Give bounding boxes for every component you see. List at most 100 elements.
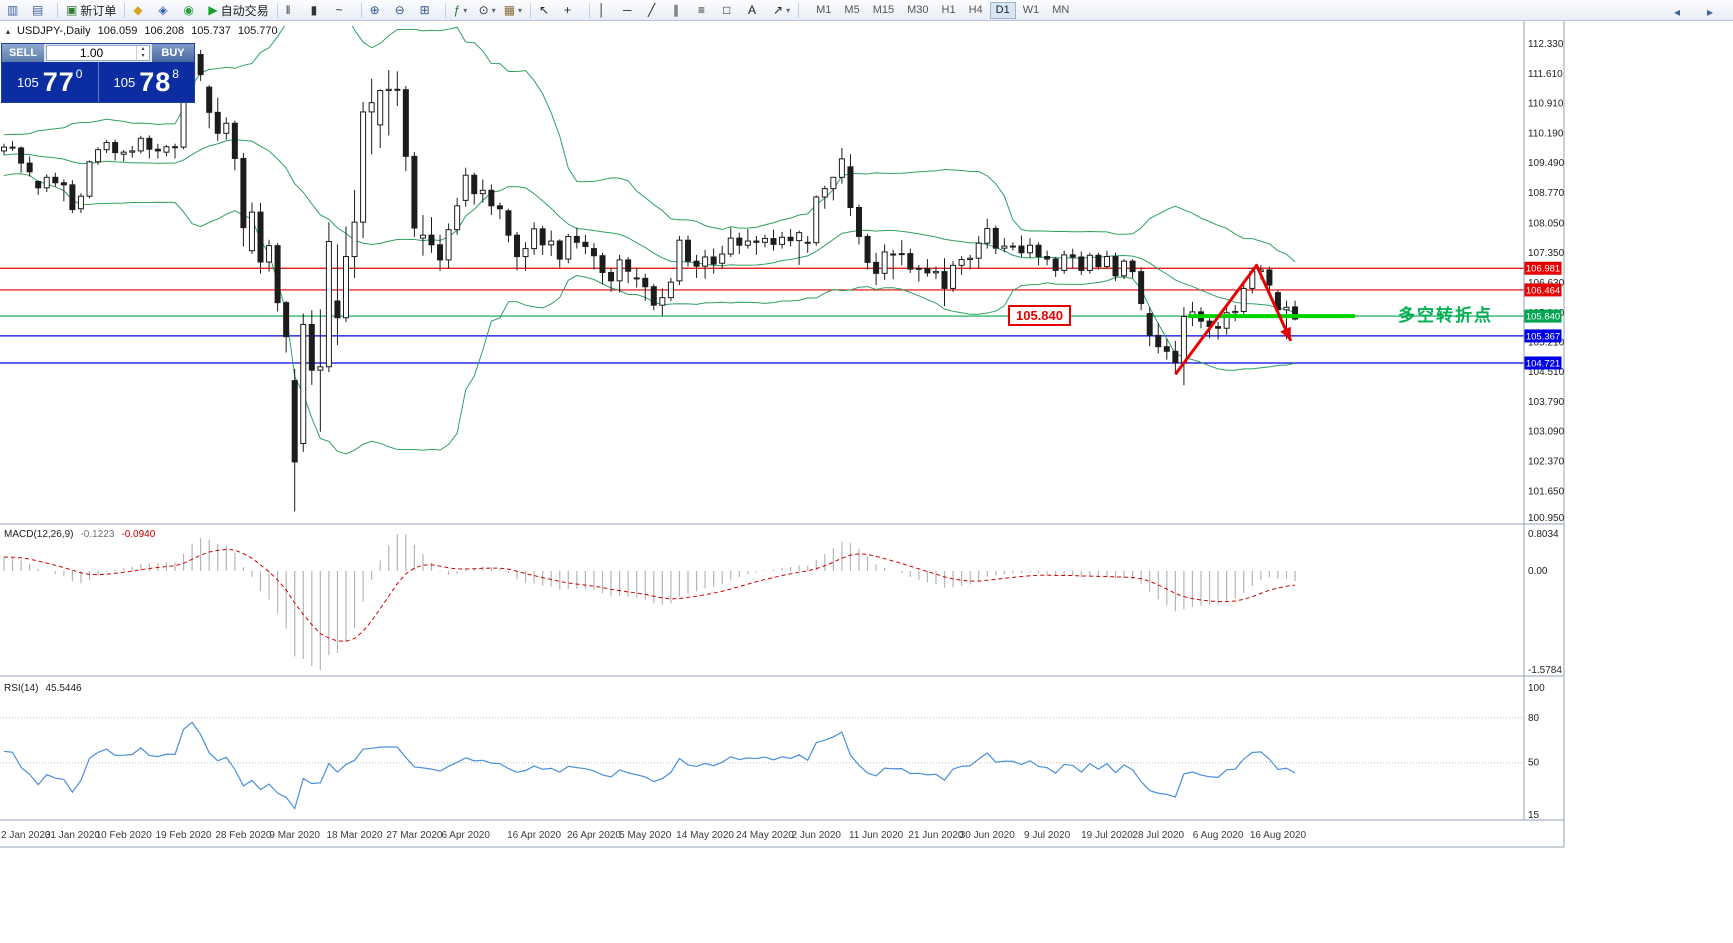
sell-price-big: 77 [42, 66, 75, 97]
price-callout[interactable]: 105.840 [1008, 305, 1071, 326]
line-chart-icon[interactable]: ~ [333, 1, 356, 20]
svg-text:28 Feb 2020: 28 Feb 2020 [215, 830, 272, 841]
market-watch-icon[interactable]: ◆ [130, 1, 153, 20]
turning-point-label[interactable]: 多空转折点 [1398, 306, 1493, 325]
buy-button[interactable]: BUY [152, 44, 194, 62]
svg-text:11 Jun 2020: 11 Jun 2020 [849, 830, 904, 841]
zoom-in-icon-glyph: ⊕ [369, 2, 380, 17]
timeframe-w1[interactable]: W1 [1022, 3, 1040, 16]
charts-icon-glyph: ▥ [7, 2, 19, 17]
svg-text:102.370: 102.370 [1528, 457, 1565, 468]
one-click-trading-panel: SELL ▴ ▾ BUY 105 77 0 105 78 8 [1, 43, 195, 103]
svg-text:104.721: 104.721 [1526, 358, 1560, 369]
svg-text:14 May 2020: 14 May 2020 [676, 830, 734, 841]
new-order-button-label: 新订单 [80, 3, 117, 18]
svg-text:105.840: 105.840 [1526, 312, 1560, 323]
volume-input[interactable] [47, 45, 136, 61]
svg-text:109.490: 109.490 [1528, 158, 1565, 169]
toolbar-separator [276, 2, 278, 18]
fibonacci-icon[interactable]: ≡ [695, 1, 718, 20]
fibonacci-icon-glyph: ≡ [698, 2, 706, 17]
new-order-button[interactable]: ▣ 新订单 [63, 1, 119, 20]
svg-text:6 Aug 2020: 6 Aug 2020 [1193, 830, 1244, 841]
templates-icon-dropdown-icon[interactable]: ▾ [518, 5, 523, 15]
timeframe-h1[interactable]: H1 [941, 3, 956, 16]
new-order-button-glyph: ▣ [66, 2, 78, 17]
profile-icon[interactable]: ▤ [29, 1, 52, 20]
timeframe-h4[interactable]: H4 [968, 3, 983, 16]
autotrading-button-glyph: ▶ [208, 2, 218, 17]
toolbar-separator [124, 2, 126, 18]
zoom-in-icon[interactable]: ⊕ [367, 1, 390, 20]
timeframe-d1[interactable]: D1 [989, 1, 1016, 19]
volume-down-icon[interactable]: ▾ [141, 53, 145, 59]
cursor-icon-glyph: ↖ [539, 2, 550, 17]
templates-icon-glyph: ▦ [503, 2, 516, 17]
data-window-icon[interactable]: ◈ [155, 1, 178, 20]
svg-text:31 Jan 2020: 31 Jan 2020 [45, 830, 100, 841]
refresh-icon-glyph: ◉ [183, 2, 194, 17]
oneclick-collapse-icon[interactable]: ▴ [6, 26, 11, 36]
rsi-value: 45.5446 [45, 683, 82, 694]
candlestick-chart-icon[interactable]: ▮ [308, 1, 331, 20]
svg-text:105.210: 105.210 [1528, 337, 1565, 348]
svg-text:105.367: 105.367 [1526, 331, 1560, 342]
toolbar-separator [57, 2, 58, 18]
toolbar-scroll-left-icon[interactable]: ◂ [1674, 4, 1681, 19]
chart-canvas[interactable]: 112.330 111.610 110.910 110.190 109.490 108.7… [0, 0, 1565, 848]
svg-text:9 Jul 2020: 9 Jul 2020 [1024, 830, 1071, 841]
indicators-icon[interactable]: ƒ ▾ [451, 1, 474, 20]
svg-text:108.050: 108.050 [1528, 218, 1565, 229]
vertical-line-icon-glyph: │ [598, 2, 606, 17]
macd-name: MACD(12,26,9) [4, 529, 74, 540]
sell-price-display[interactable]: 105 77 0 [2, 62, 98, 102]
channel-icon[interactable]: ∥ [670, 1, 693, 20]
tile-windows-icon[interactable]: ⊞ [417, 1, 440, 20]
svg-text:112.330: 112.330 [1528, 39, 1564, 50]
bar-chart-icon[interactable]: ‖ [283, 1, 306, 20]
svg-text:2 Jun 2020: 2 Jun 2020 [792, 830, 842, 841]
ohlc-close: 105.770 [237, 25, 278, 37]
trendline-icon[interactable]: ╱ [645, 1, 668, 20]
vertical-line-icon[interactable]: │ [595, 1, 618, 20]
horizontal-line-icon[interactable]: ─ [620, 1, 643, 20]
bar-chart-icon-glyph: ‖ [285, 2, 291, 17]
charts-icon[interactable]: ▥ [4, 1, 27, 20]
periods-icon[interactable]: ⊙ ▾ [476, 1, 499, 20]
text-icon[interactable]: A [745, 1, 768, 20]
cursor-icon[interactable]: ↖ [536, 1, 559, 20]
templates-icon[interactable]: ▦ ▾ [501, 1, 525, 20]
arrows-icon-dropdown-icon[interactable]: ▾ [786, 5, 791, 15]
svg-text:6 Apr 2020: 6 Apr 2020 [442, 830, 491, 841]
svg-text:5 May 2020: 5 May 2020 [619, 830, 672, 841]
periods-icon-dropdown-icon[interactable]: ▾ [491, 5, 496, 15]
indicators-icon-dropdown-icon[interactable]: ▾ [463, 5, 468, 15]
toolbar: ▥ ▤ ▣ 新订单 ◆ ◈ ◉ ▶ 自动交易 ‖ ▮ ~ ⊕ ⊖ ⊞ ƒ ▾ ⊙ ▾ ▦ ▾ ↖ + │ ─ ╱ ∥ ≡ □ A ↗ ▾ M1 M… [0, 0, 1733, 21]
timeframe-m5[interactable]: M5 [844, 3, 860, 16]
volume-up-icon[interactable]: ▴ [141, 46, 145, 52]
timeframe-m1[interactable]: M1 [816, 3, 832, 16]
zoom-out-icon[interactable]: ⊖ [392, 1, 415, 20]
crosshair-icon[interactable]: + [561, 1, 584, 20]
svg-text:104.510: 104.510 [1528, 367, 1565, 378]
arrows-icon[interactable]: ↗ ▾ [770, 1, 793, 20]
svg-text:107.350: 107.350 [1528, 248, 1565, 259]
buy-price-prefix: 105 [113, 74, 136, 90]
buy-price-display[interactable]: 105 78 8 [97, 62, 195, 102]
tile-windows-icon-glyph: ⊞ [419, 2, 430, 17]
timeframe-mn[interactable]: MN [1052, 3, 1070, 16]
shapes-icon[interactable]: □ [720, 1, 743, 20]
svg-text:9 Mar 2020: 9 Mar 2020 [269, 830, 320, 841]
timeframe-m30[interactable]: M30 [907, 3, 929, 16]
symbol-period-label: USDJPY-,Daily [17, 25, 91, 37]
indicators-icon-glyph: ƒ [453, 2, 461, 17]
sell-button[interactable]: SELL [2, 44, 44, 62]
periods-icon-glyph: ⊙ [478, 2, 489, 17]
ohlc-open: 106.059 [97, 25, 138, 37]
autotrading-button[interactable]: ▶ 自动交易 [205, 1, 271, 20]
toolbar-scroll-right-icon[interactable]: ▸ [1707, 4, 1714, 19]
timeframe-switcher: M1 M5 M15 M30 H1 H4 D1 W1 MN [810, 1, 1075, 19]
timeframe-m15[interactable]: M15 [872, 3, 895, 16]
svg-text:19 Feb 2020: 19 Feb 2020 [155, 830, 212, 841]
refresh-icon[interactable]: ◉ [180, 1, 203, 20]
